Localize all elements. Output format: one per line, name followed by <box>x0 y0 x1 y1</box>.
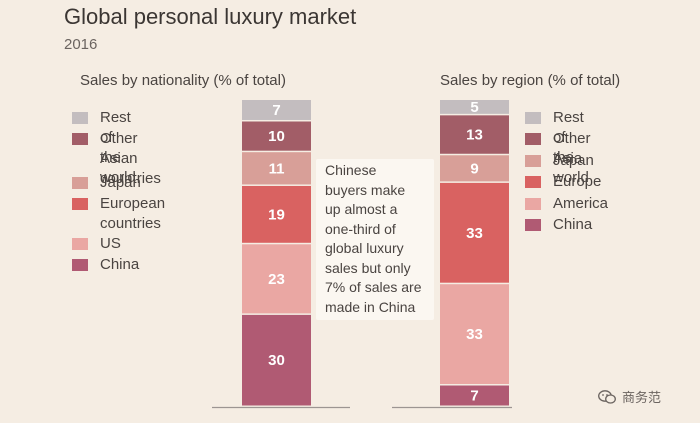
legend-item-other-asian-countries: Other Asian countries <box>72 129 161 189</box>
bar-segment-rest-of-the-world <box>242 100 311 120</box>
data-label-rest-of-the-world: 5 <box>470 99 478 116</box>
legend-swatch <box>72 112 88 124</box>
legend-item-rest-of-the-world: Rest of the world <box>525 108 589 188</box>
legend-label: Japan <box>100 174 141 191</box>
watermark: 商务范 <box>598 387 661 406</box>
bar-segment-america <box>440 284 509 385</box>
wechat-icon <box>598 389 616 404</box>
bar-segment-rest-of-the-world <box>440 100 509 114</box>
legend-item-china: China <box>525 215 592 235</box>
legend-item-european-countries: European countries <box>72 194 165 234</box>
bar-segment-china <box>242 314 311 406</box>
bar-segment-us <box>242 244 311 314</box>
legend-swatch <box>525 198 541 210</box>
legend-swatch <box>525 133 541 145</box>
data-label-china: 7 <box>470 388 478 405</box>
bar-segment-other-asian-countries <box>242 121 311 151</box>
legend-label: Japan <box>553 152 594 169</box>
legend-label: Rest of the world <box>553 109 589 186</box>
bar-segment-japan <box>440 155 509 182</box>
legend-swatch <box>72 133 88 145</box>
legend-label: China <box>553 216 593 233</box>
bar-segment-european-countries <box>242 185 311 243</box>
legend-item-rest-of-the-world: Rest of the world <box>72 108 136 188</box>
legend-label: Rest of the world <box>100 109 136 186</box>
legend-swatch <box>525 176 541 188</box>
data-label-japan: 9 <box>470 160 478 177</box>
data-label-us: 23 <box>268 271 285 288</box>
legend-label: America <box>553 195 609 212</box>
watermark-text: 商务范 <box>622 390 662 405</box>
data-label-japan: 11 <box>269 160 285 177</box>
data-label-other-asian-countries: 10 <box>268 128 285 145</box>
legend-label: Other Asian countries <box>100 130 161 187</box>
region-chart-title: Sales by region (% of total) <box>440 72 621 89</box>
legend-swatch <box>525 219 541 231</box>
legend-label: Other Asia <box>553 130 591 167</box>
bar-segment-other-asia <box>440 115 509 154</box>
legend-item-europe: Europe <box>525 172 601 192</box>
legend-swatch <box>72 177 88 189</box>
data-label-other-asia: 13 <box>466 127 483 144</box>
data-label-america: 33 <box>466 326 483 343</box>
legend-label: Europe <box>553 173 602 190</box>
bar-segment-europe <box>440 182 509 283</box>
data-label-europe: 33 <box>466 225 483 242</box>
legend-item-us: US <box>72 234 121 254</box>
data-label-european-countries: 19 <box>268 206 285 223</box>
legend-item-japan: Japan <box>525 151 594 171</box>
legend-swatch <box>525 112 541 124</box>
legend-item-japan: Japan <box>72 173 141 193</box>
bar-segment-japan <box>242 152 311 185</box>
chart-subtitle-year: 2016 <box>64 36 98 53</box>
legend-swatch <box>525 155 541 167</box>
legend-swatch <box>72 259 88 271</box>
nationality-chart-title: Sales by nationality (% of total) <box>80 72 286 89</box>
legend-item-other-asia: Other Asia <box>525 129 591 169</box>
legend-label: European countries <box>100 195 166 232</box>
data-label-china: 30 <box>268 352 285 369</box>
legend-swatch <box>72 238 88 250</box>
bar-segment-china <box>440 385 509 406</box>
data-label-rest-of-the-world: 7 <box>272 102 280 119</box>
legend-label: US <box>100 235 121 252</box>
annotation-callout: Chinese buyers make up almost a one-thir… <box>316 159 434 320</box>
legend-item-china: China <box>72 255 139 275</box>
legend-label: China <box>100 256 140 273</box>
chart-title-main: Global personal luxury market <box>64 4 357 29</box>
legend-item-america: America <box>525 194 608 214</box>
legend-swatch <box>72 198 88 210</box>
